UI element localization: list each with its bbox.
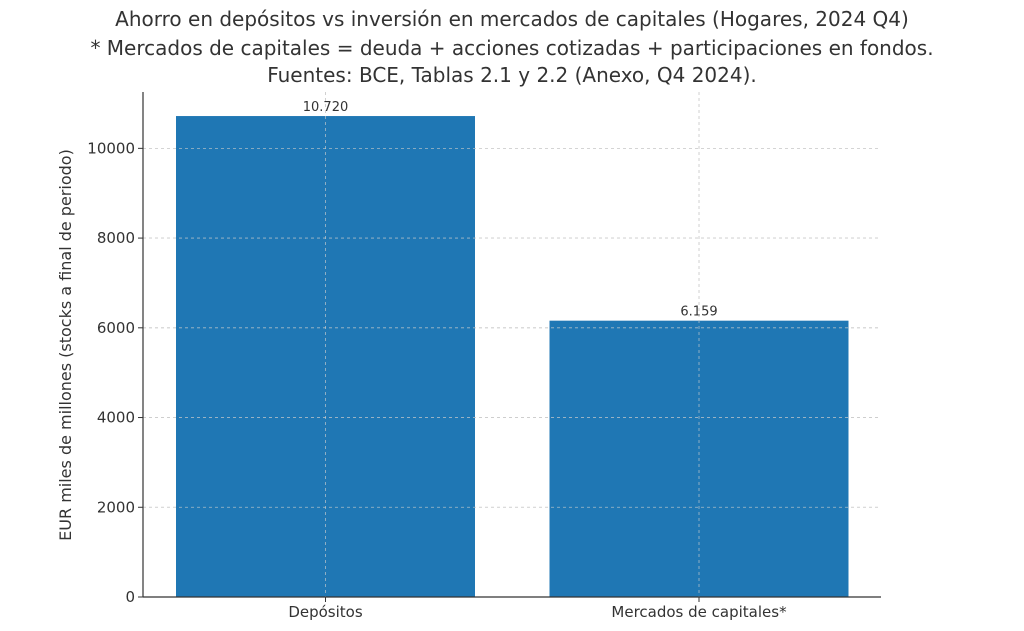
x-tick-label-1: Mercados de capitales* (611, 603, 787, 621)
y-tick-label-1: 2000 (97, 498, 135, 516)
y-axis-label: EUR miles de millones (stocks a final de… (56, 149, 75, 541)
axes: 0 2000 4000 6000 8000 10000 Depósitos Mercados … (87, 92, 881, 621)
chart-title-line-1: Ahorro en depósitos vs inversión en merc… (115, 7, 909, 31)
y-tick-label-4: 8000 (97, 229, 135, 247)
y-tick-label-2: 4000 (97, 409, 135, 427)
bar-value-label-1: 6.159 (680, 305, 717, 320)
bar-value-label-0: 10.720 (303, 100, 349, 115)
chart-title-line-3: Fuentes: BCE, Tablas 2.1 y 2.2 (Anexo, Q… (267, 63, 757, 87)
x-tick-label-0: Depósitos (288, 603, 363, 621)
chart-title-line-2: * Mercados de capitales = deuda + accion… (90, 36, 934, 60)
bars (176, 116, 849, 598)
y-tick-label-0: 0 (125, 588, 135, 606)
y-tick-label-3: 6000 (97, 319, 135, 337)
y-tick-label-5: 10000 (87, 139, 135, 157)
